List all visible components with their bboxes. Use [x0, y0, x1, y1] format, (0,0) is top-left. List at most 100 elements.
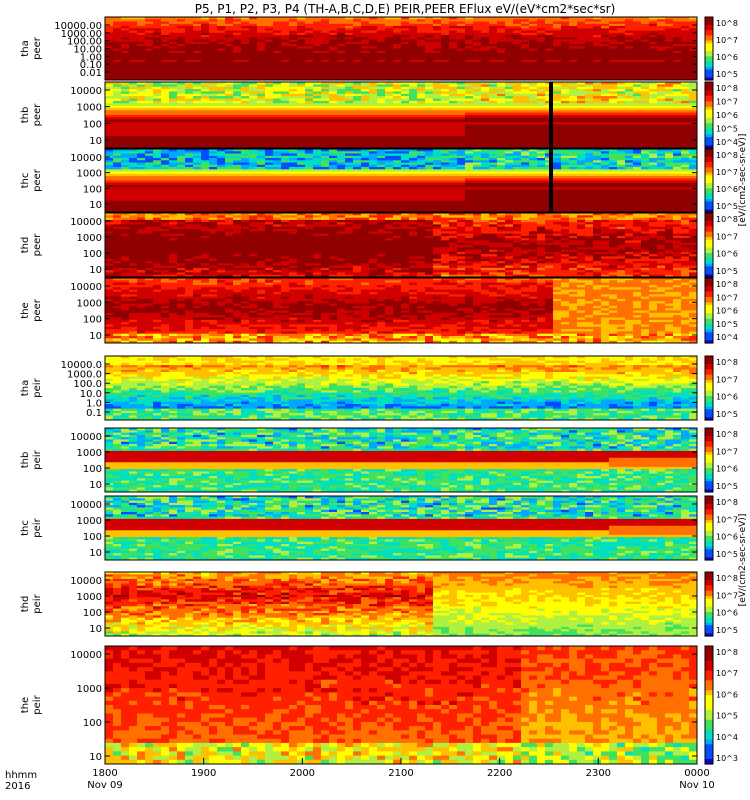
y-tick-label: 10 [89, 548, 102, 559]
colorbar-tick-label: 10^5 [716, 202, 738, 211]
panel-probe-label: thc [20, 173, 31, 189]
panel-product-label: peer [32, 298, 43, 322]
colorbar-tick-label: 10^6 [716, 609, 738, 618]
colorbar-tick-label: 10^8 [716, 430, 738, 439]
y-tick-label: 10.00 [73, 45, 102, 56]
colorbar-tick-label: 10^8 [716, 280, 738, 289]
colorbar-tick-label: 10^7 [716, 447, 738, 456]
colorbar-tick-label: 10^7 [716, 168, 738, 177]
colorbar-tick-label: 10^6 [716, 307, 738, 316]
colorbar-tick-label: 10^8 [716, 19, 738, 28]
panel-probe-label: thc [20, 520, 31, 536]
colorbar-tick-label: 10^4 [716, 733, 738, 742]
panel-thb-peir: 10000 1000 100 10 thb peir [20, 427, 698, 493]
colorbar-tick-label: 10^4 [716, 333, 738, 342]
colorbar-tick-label: 10^7 [716, 515, 738, 524]
colorbar-tick-label: 10^5 [716, 267, 738, 276]
x-tick-label: 2000 [290, 768, 315, 779]
panel-product-label: peer [32, 233, 43, 257]
panel-image [105, 572, 697, 636]
panel-probe-label: thd [20, 596, 31, 613]
colorbar-units-label-peer: [eV/(cm2-sec-sr-eV)] [738, 134, 748, 227]
y-tick-label: 1.0 [86, 398, 102, 409]
panel-product-label: peir [32, 377, 43, 397]
colorbar-tick-label: 10^6 [716, 185, 738, 194]
colorbar-units-label-peir: [eV/(cm2-sec-sr-eV)] [738, 514, 748, 607]
y-tick-label: 10.0 [80, 389, 102, 400]
panel-product-label: peer [32, 36, 43, 60]
y-tick-label: 100 [83, 532, 102, 543]
x-tick-label: 1900 [191, 768, 216, 779]
y-tick-label: 1000 [77, 448, 102, 459]
colorbar-tick-label: 10^5 [716, 482, 738, 491]
colorbar-tick-label: 10^7 [716, 591, 738, 600]
panel-probe-label: tha [20, 40, 31, 56]
colorbar-tick-label: 10^6 [716, 111, 738, 120]
x-tick-label: 1800 [92, 768, 117, 779]
y-tick-label: 1000 [77, 592, 102, 603]
colorbar-tick-label: 10^5 [716, 626, 738, 635]
y-tick-label: 10 [89, 331, 102, 342]
y-tick-label: 100 [83, 249, 102, 260]
colorbar: 10^8 10^7 10^6 10^5 [704, 427, 738, 493]
panel-probe-label: thd [20, 237, 31, 254]
y-tick-label: 10000 [70, 153, 102, 164]
colorbar-tick-label: 10^6 [716, 533, 738, 542]
colorbar-tick-label: 10^5 [716, 410, 738, 419]
colorbar-tick-label: 10^7 [716, 98, 738, 107]
y-tick-label: 100 [83, 608, 102, 619]
x-axis-start-label-1: hhmm [5, 770, 37, 781]
y-tick-label: 1000 [77, 169, 102, 180]
panel-probe-label: thb [20, 107, 31, 124]
y-tick-label: 100 [83, 315, 102, 326]
y-tick-label: 10 [89, 624, 102, 635]
colorbar-tick-label: 10^5 [716, 125, 738, 134]
chart-title: P5, P1, P2, P3, P4 (TH-A,B,C,D,E) PEIR,P… [195, 2, 616, 16]
panel-probe-label: tha [20, 380, 31, 396]
colorbar: 10^8 10^7 10^6 10^5 10^4 [704, 81, 738, 149]
panel-thc-peir: 10000 1000 100 10 thc peir [20, 495, 698, 561]
colorbar-tick-label: 10^5 [716, 320, 738, 329]
colorbar: 10^8 10^7 10^6 10^5 10^4 [704, 277, 738, 344]
y-tick-label: 10 [89, 136, 102, 147]
panel-thc-peer: 10000 1000 100 10 thc peer [20, 148, 698, 213]
y-tick-label: 1000.00 [61, 29, 102, 40]
y-tick-label: 1000 [77, 684, 102, 695]
panel-image [105, 149, 697, 212]
panel-image [105, 496, 697, 560]
y-tick-label: 10000 [70, 86, 102, 97]
y-tick-label: 0.1 [86, 408, 102, 419]
colorbar: 10^8 10^7 10^6 10^5 [704, 571, 738, 637]
y-tick-label: 1000.0 [67, 370, 102, 381]
x-tick-label: 0000 [684, 768, 709, 779]
colorbar-tick-label: 10^5 [716, 712, 738, 721]
y-tick-label: 10000.0 [61, 360, 102, 371]
colorbar-tick-label: 10^8 [716, 215, 738, 224]
panel-thd-peer: 10000 1000 100 10 thd peer [20, 212, 698, 278]
y-tick-label: 10000 [70, 217, 102, 228]
colorbar-tick-label: 10^8 [716, 151, 738, 160]
panel-image [105, 278, 697, 343]
y-tick-label: 100 [83, 184, 102, 195]
colorbars: 10^8 10^7 10^6 10^5 10^8 10^7 10^6 10^5 10^4 10^8… [704, 16, 748, 765]
colorbar-tick-label: 10^6 [716, 250, 738, 259]
colorbar-tick-label: 10^7 [716, 232, 738, 241]
panel-probe-label: the [20, 697, 31, 713]
y-tick-label: 100 [83, 464, 102, 475]
colorbar-tick-label: 10^3 [716, 754, 738, 763]
panel-product-label: peer [32, 168, 43, 192]
x-axis-start-label-2: 2016 [5, 781, 30, 792]
panel-image [105, 17, 697, 80]
panel-the-peer: 10000 1000 100 10 the peer [20, 277, 698, 344]
colorbar-tick-label: 10^6 [716, 393, 738, 402]
colorbar-tick-label: 10^8 [716, 648, 738, 657]
colorbar: 10^8 10^7 10^6 10^5 10^4 10^3 [704, 645, 738, 765]
colorbar-tick-label: 10^7 [716, 375, 738, 384]
colorbar: 10^8 10^7 10^6 10^5 [704, 355, 738, 421]
y-tick-label: 0.01 [80, 68, 102, 79]
y-tick-label: 0.10 [80, 60, 102, 71]
colorbar-tick-label: 10^5 [716, 70, 738, 79]
panel-product-label: peir [32, 449, 43, 469]
colorbar-tick-label: 10^6 [716, 465, 738, 474]
